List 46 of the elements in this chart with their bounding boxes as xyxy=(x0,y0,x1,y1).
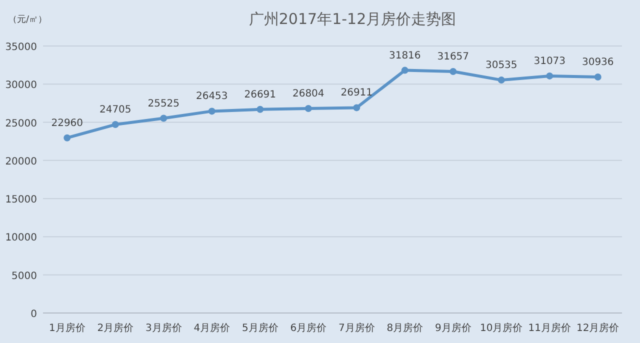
point xyxy=(304,105,312,112)
data-label: 26691 xyxy=(244,89,276,100)
y-tick-label: 15000 xyxy=(5,194,37,206)
point xyxy=(546,72,554,80)
y-tick-label: 20000 xyxy=(5,156,37,168)
data-label: 26453 xyxy=(196,91,228,102)
y-axis-title: （元/㎡） xyxy=(8,14,48,25)
y-tick-label: 0 xyxy=(30,309,37,320)
x-tick-label: 6月房价 xyxy=(290,322,327,334)
point xyxy=(594,74,602,81)
data-label: 31073 xyxy=(534,56,566,67)
data-label: 25525 xyxy=(148,98,180,110)
x-tick-label: 2月房价 xyxy=(97,322,134,334)
data-label: 24705 xyxy=(99,104,132,116)
x-tick-label: 1月房价 xyxy=(48,322,86,334)
y-tick-label: 10000 xyxy=(5,232,37,244)
data-label: 30535 xyxy=(485,60,518,72)
point xyxy=(498,76,505,84)
data-label: 26804 xyxy=(292,88,324,100)
point xyxy=(112,121,119,128)
x-tick-label: 4月房价 xyxy=(194,322,230,334)
point xyxy=(401,66,408,74)
x-tick-label: 5月房价 xyxy=(242,322,278,334)
y-tick-label: 25000 xyxy=(5,118,37,130)
point xyxy=(353,104,360,112)
data-label: 22960 xyxy=(51,118,84,129)
x-tick-label: 7月房价 xyxy=(338,322,375,334)
x-tick-label: 9月房价 xyxy=(434,322,472,334)
data-label: 31816 xyxy=(388,50,421,62)
x-tick-label: 3月房价 xyxy=(145,322,182,334)
data-label: 31657 xyxy=(437,52,470,62)
x-tick-label: 12月房价 xyxy=(576,322,620,334)
y-tick-label: 5000 xyxy=(12,270,37,282)
x-tick-label: 8月房价 xyxy=(386,322,424,334)
data-label: 26911 xyxy=(340,88,373,99)
chart-title: 广州2017年1-12月房价走势图 xyxy=(248,10,456,28)
y-tick-label: 35000 xyxy=(5,42,37,53)
x-tick-label: 10月房价 xyxy=(480,322,523,334)
point xyxy=(256,106,264,113)
data-label: 30936 xyxy=(582,57,614,68)
point xyxy=(160,114,168,122)
x-tick-label: 11月房价 xyxy=(528,322,571,334)
y-tick-label: 30000 xyxy=(5,80,37,92)
point xyxy=(64,134,71,142)
point xyxy=(208,108,216,115)
point xyxy=(450,68,457,75)
